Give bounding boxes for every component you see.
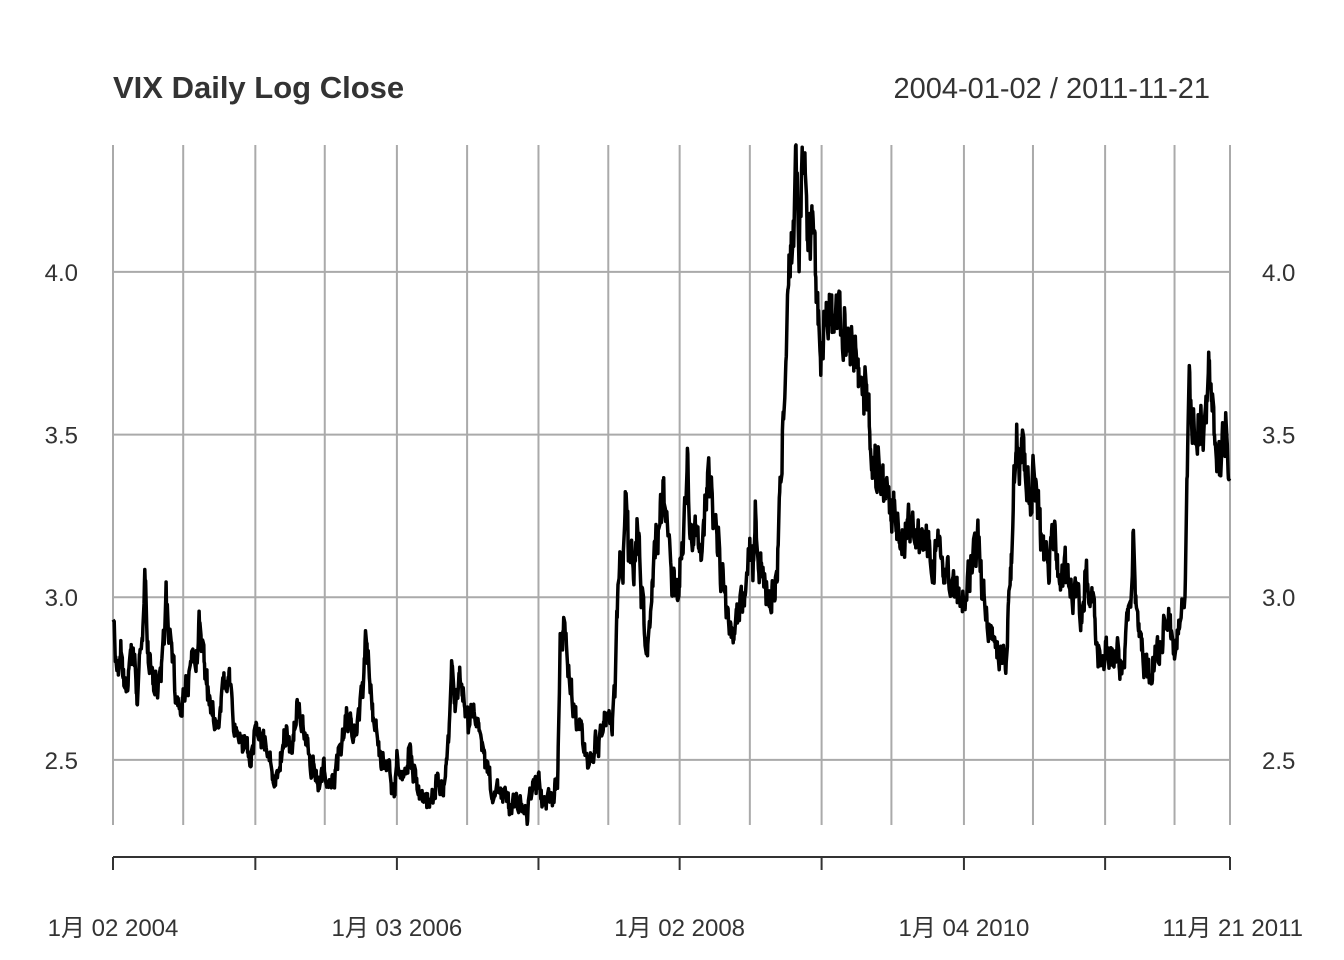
y-tick-label-left: 3.0 [45,585,78,612]
y-tick-label-right: 4.0 [1262,260,1295,287]
y-tick-label-left: 3.5 [45,423,78,450]
y-tick-label-left: 2.5 [45,748,78,775]
y-tick-label-right: 3.5 [1262,423,1295,450]
x-tick-label: 1月 02 2004 [48,915,179,942]
y-tick-label-left: 4.0 [45,260,78,287]
x-tick-label: 1月 04 2010 [899,915,1030,942]
series-layer [111,143,1232,827]
y-tick-label-right: 2.5 [1262,748,1295,775]
y-tick-label-right: 3.0 [1262,585,1295,612]
series-line [111,143,1232,827]
horizontal-gridlines [113,270,1230,761]
x-tick-label: 1月 02 2008 [614,915,745,942]
chart-date-range: 2004-01-02 / 2011-11-21 [893,73,1210,105]
x-tick-label: 1月 03 2006 [332,915,463,942]
y-axis-right-labels: 2.5 3.0 3.5 4.0 [1262,260,1295,775]
x-axis: 1月 02 2004 1月 03 2006 1月 02 2008 1月 04 2010… [48,856,1303,942]
y-axis-left-labels: 2.5 3.0 3.5 4.0 [45,260,78,775]
chart-title: VIX Daily Log Close [113,70,404,105]
x-tick-label: 11月 21 2011 [1162,915,1303,942]
